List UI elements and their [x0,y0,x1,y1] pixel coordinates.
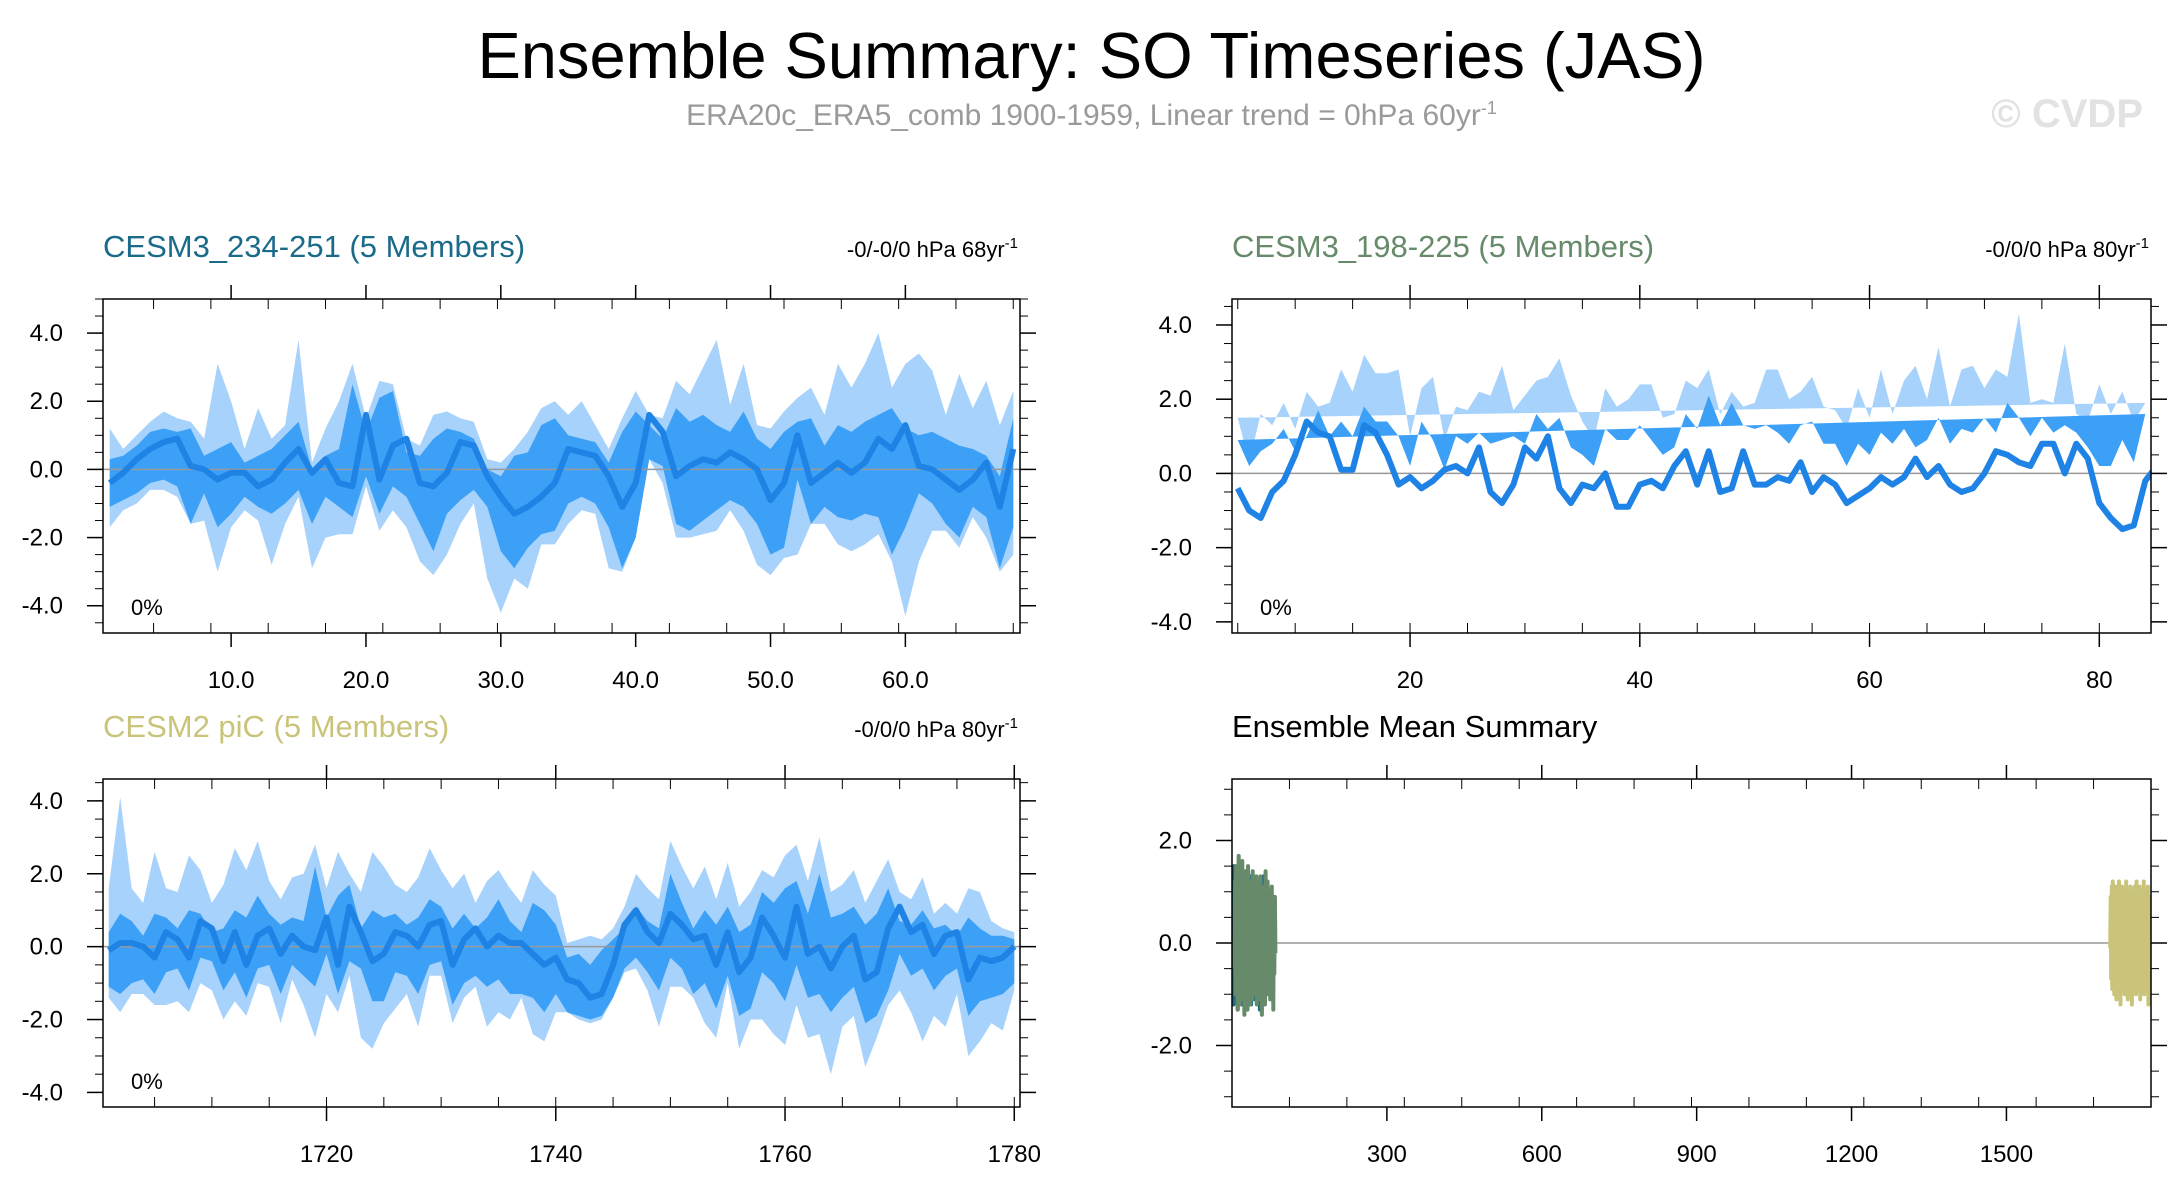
x-tick-label: 40 [1626,667,1653,694]
y-tick-label: -4.0 [22,593,63,620]
y-tick-label: 2.0 [30,861,63,888]
y-tick-label: -4.0 [1151,609,1192,636]
ensemble-mean-line [1235,418,2151,533]
spread-band-outer [108,797,1015,1075]
x-tick-label: 60 [1856,667,1883,694]
y-tick-label: 0.0 [30,934,63,961]
panel-frame [102,298,1021,634]
x-tick-label: 1740 [529,1141,582,1168]
trend-label: -0/-0/0 hPa 68yr-1 [847,235,1018,262]
trend-label: -0/0/0 hPa 80yr-1 [854,715,1018,742]
x-tick-label: 80 [2086,667,2113,694]
x-tick-label: 1200 [1825,1141,1878,1168]
summary-series-line [1232,853,1278,1017]
y-tick-label: 4.0 [30,788,63,815]
x-tick-label: 30.0 [477,667,524,694]
y-tick-label: -4.0 [22,1079,63,1106]
subtitle-text: ERA20c_ERA5_comb 1900-1959, Linear trend… [686,99,1481,132]
spread-band-inner [109,384,1014,569]
spread-band-inner [108,866,1015,1024]
panel-cesm2_pic: CESM2 piC (5 Members) -0/0/0 hPa 80yr-1 0%… [22,709,1041,1168]
plot-area [103,333,1020,616]
panel-title: CESM3_234-251 (5 Members) [103,229,525,264]
percent-label: 0% [131,1069,163,1094]
spread-band-outer [1237,313,2146,463]
ensemble-mean-line [107,903,1017,1001]
panel-frame [102,778,1021,1108]
x-tick-label: 20.0 [343,667,390,694]
x-tick-label: 900 [1677,1141,1717,1168]
x-tick-label: 1720 [300,1141,353,1168]
panel-title: Ensemble Mean Summary [1232,709,1598,744]
panel-cesm3_234_251: CESM3_234-251 (5 Members) -0/-0/0 hPa 68y… [22,229,1036,694]
y-tick-label: 0.0 [1159,930,1192,957]
plot-area [1232,313,2151,533]
ensemble-mean-line [107,411,1017,517]
trend-value: -0/0/0 hPa 80yr [1985,237,2135,262]
percent-label: 0% [1260,595,1292,620]
x-tick-label: 1500 [1980,1141,2033,1168]
x-tick-label: 50.0 [747,667,794,694]
plot-area [1232,853,2151,1017]
spread-band-inner [1237,395,2146,470]
x-tick-label: 60.0 [882,667,929,694]
trend-value: -0/-0/0 hPa 68yr [847,237,1005,262]
trend-label: -0/0/0 hPa 80yr-1 [1985,235,2149,262]
x-tick-label: 20 [1397,667,1424,694]
y-tick-label: 2.0 [30,388,63,415]
y-tick-label: 4.0 [1159,312,1192,339]
x-tick-label: 300 [1367,1141,1407,1168]
panel-title: CESM2 piC (5 Members) [103,709,449,744]
y-tick-label: 2.0 [1159,386,1192,413]
y-tick-label: 0.0 [1159,460,1192,487]
panel-frame [1231,298,2152,634]
x-tick-label: 600 [1522,1141,1562,1168]
figure-title: Ensemble Summary: SO Timeseries (JAS) [477,19,1706,92]
y-tick-label: 2.0 [1159,828,1192,855]
x-tick-label: 1780 [988,1141,1041,1168]
trend-superscript: -1 [2136,235,2149,252]
plot-area [103,797,1020,1075]
y-tick-label: -2.0 [1151,535,1192,562]
y-tick-label: -2.0 [22,525,63,552]
panel-cesm3_198_225: CESM3_198-225 (5 Members) -0/0/0 hPa 80yr… [1151,229,2167,694]
trend-value: -0/0/0 hPa 80yr [854,717,1004,742]
x-tick-label: 40.0 [612,667,659,694]
panel-title: CESM3_198-225 (5 Members) [1232,229,1654,264]
figure-subtitle: ERA20c_ERA5_comb 1900-1959, Linear trend… [0,98,2183,133]
percent-label: 0% [131,595,163,620]
cvdp-watermark: © CVDP [1991,92,2143,136]
panel-ensemble_mean_summary: Ensemble Mean Summary 300 600 900 1200 1500 2.… [1151,709,2167,1168]
subtitle-superscript: -1 [1480,98,1497,118]
y-tick-label: 4.0 [30,320,63,347]
x-tick-label: 1760 [758,1141,811,1168]
y-tick-label: -2.0 [22,1007,63,1034]
trend-superscript: -1 [1005,715,1018,732]
x-tick-label: 10.0 [208,667,255,694]
trend-superscript: -1 [1005,235,1018,252]
summary-series-line [2108,879,2151,1007]
y-tick-label: 0.0 [30,456,63,483]
y-tick-label: -2.0 [1151,1033,1192,1060]
